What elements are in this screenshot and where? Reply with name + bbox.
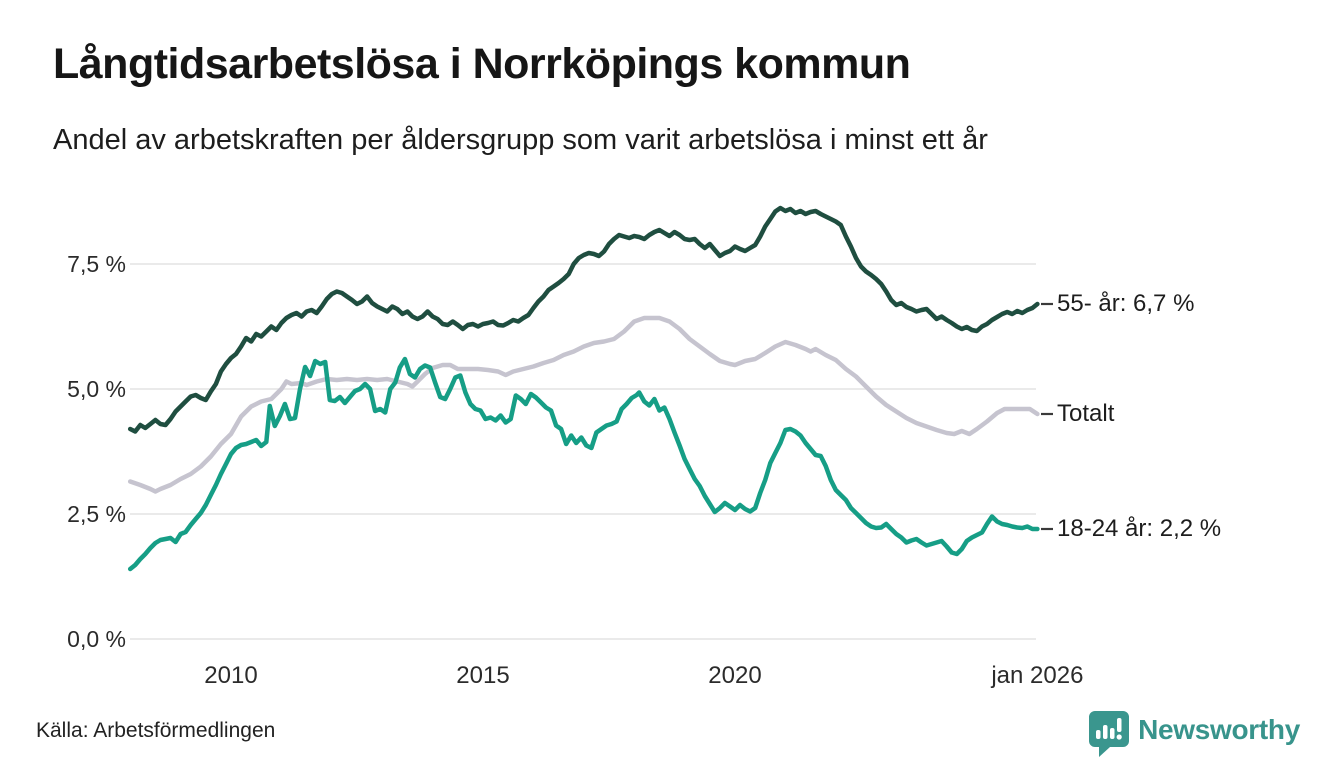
x-tick-label: 2020 xyxy=(708,662,762,689)
brand-wordmark: Newsworthy xyxy=(1138,714,1300,745)
series-line-totalt xyxy=(127,315,1040,494)
source-note: Källa: Arbetsförmedlingen xyxy=(36,719,276,742)
newsworthy-logo: Newsworthy xyxy=(1088,710,1300,758)
series-end-label-55-plus: 55- år: 6,7 % xyxy=(1057,290,1195,317)
page-subtitle: Andel av arbetskraften per åldersgrupp s… xyxy=(53,124,988,156)
page-title: Långtidsarbetslösa i Norrköpings kommun xyxy=(53,40,911,88)
y-tick-label: 0,0 % xyxy=(67,626,126,652)
x-tick-label: 2010 xyxy=(204,662,258,689)
series-line-18-24 xyxy=(127,356,1040,572)
x-tick-label: 2015 xyxy=(456,662,510,689)
series-end-label-totalt: Totalt xyxy=(1057,400,1115,427)
series-end-label-18-24: 18-24 år: 2,2 % xyxy=(1057,515,1222,542)
x-tick-label: jan 2026 xyxy=(991,662,1084,689)
y-tick-label: 7,5 % xyxy=(67,251,126,277)
y-tick-label: 2,5 % xyxy=(67,501,126,527)
bar-chart-speech-bubble-icon xyxy=(1089,711,1130,757)
series-line-55-plus xyxy=(127,205,1040,434)
y-tick-label: 5,0 % xyxy=(67,376,126,402)
